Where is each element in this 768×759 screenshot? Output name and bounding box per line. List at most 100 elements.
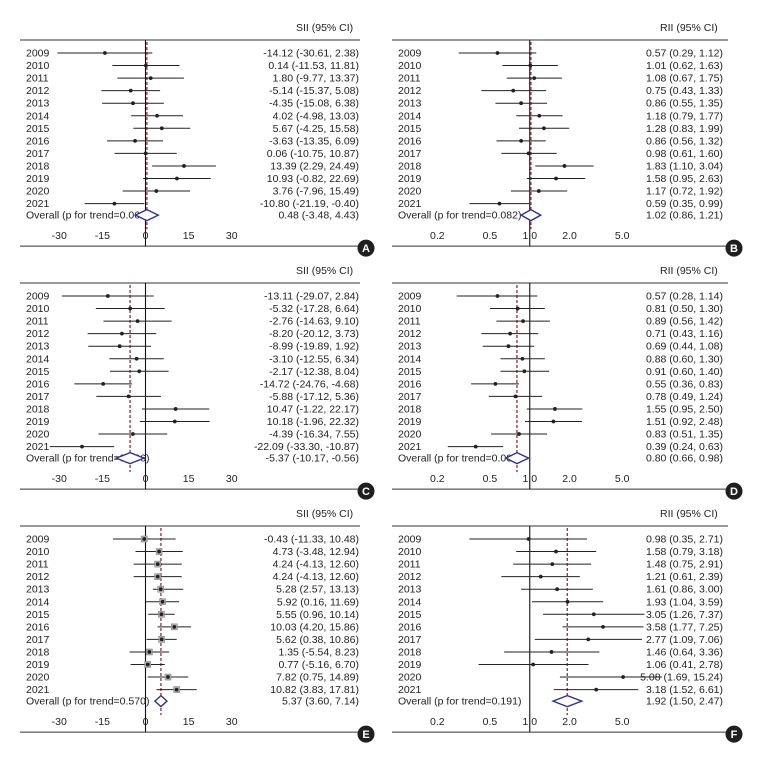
point-estimate	[128, 88, 133, 93]
row-estimate-label: 1.61 (0.86, 3.00)	[646, 584, 723, 596]
x-tick-label: 0.5	[483, 716, 498, 728]
point-estimate	[542, 126, 546, 131]
panel-f: RII (95% CI) 2009 0.98 (0.35, 2.71) 2010 1.5…	[392, 508, 743, 743]
row-year-label: 2020	[398, 672, 422, 684]
overall-label: Overall (p for trend=0.570)	[26, 696, 149, 708]
x-tick-label: 0	[143, 716, 149, 728]
point-estimate	[126, 394, 131, 399]
x-tick-label: 30	[226, 230, 238, 242]
row-estimate-label: 5.08 (1.69, 15.24)	[640, 672, 723, 684]
row-year-label: 2011	[398, 73, 421, 85]
row-estimate-label: 5.67 (-4.25, 15.58)	[273, 123, 359, 135]
row-year-label: 2009	[26, 48, 50, 60]
x-tick-label: 2.0	[562, 716, 577, 728]
point-estimate	[550, 562, 555, 566]
row-estimate-label: -2.76 (-14.63, 9.10)	[269, 316, 359, 328]
row-estimate-label: 10.03 (4.20, 15.86)	[270, 621, 359, 633]
point-estimate	[521, 319, 525, 323]
row-year-label: 2012	[26, 85, 50, 97]
row-year-label: 2009	[398, 291, 422, 303]
point-estimate	[519, 138, 524, 143]
point-estimate	[103, 51, 107, 55]
row-estimate-label: 1.28 (0.83, 1.99)	[646, 123, 723, 135]
point-estimate	[513, 394, 518, 399]
row-year-label: 2010	[398, 303, 422, 315]
row-estimate-label: 1.83 (1.10, 3.04)	[646, 160, 723, 172]
row-year-label: 2021	[398, 198, 422, 210]
x-tick-label: 0.2	[430, 473, 445, 485]
point-estimate	[128, 306, 133, 311]
point-estimate	[601, 624, 605, 629]
row-estimate-label: 1.58 (0.95, 2.63)	[646, 173, 723, 185]
point-estimate	[154, 189, 159, 193]
row-estimate-label: 5.62 (0.38, 10.86)	[276, 634, 359, 646]
row-estimate-label: 3.18 (1.52, 6.61)	[646, 684, 723, 696]
point-estimate	[520, 356, 525, 361]
point-estimate	[159, 612, 164, 617]
row-year-label: 2017	[398, 634, 422, 646]
row-year-label: 2015	[26, 123, 50, 135]
point-estimate	[495, 51, 500, 55]
panel-badge-letter: F	[731, 729, 738, 741]
row-year-label: 2014	[26, 596, 50, 608]
row-year-label: 2017	[398, 391, 422, 403]
x-tick-label: 0	[143, 473, 149, 485]
point-estimate	[80, 444, 84, 449]
x-tick-label: -15	[95, 473, 110, 485]
row-year-label: 2018	[398, 646, 422, 658]
point-estimate	[112, 201, 117, 206]
point-estimate	[158, 587, 163, 592]
point-estimate	[497, 201, 502, 206]
row-year-label: 2014	[398, 596, 422, 608]
row-estimate-label: 3.76 (-7.96, 15.49)	[273, 186, 359, 198]
row-year-label: 2012	[26, 328, 50, 340]
overall-estimate-label: 1.92 (1.50, 2.47)	[646, 696, 723, 708]
row-estimate-label: 0.81 (0.50, 1.30)	[646, 303, 723, 315]
row-year-label: 2018	[398, 160, 422, 172]
row-estimate-label: 10.93 (-0.82, 22.69)	[267, 173, 359, 185]
point-estimate	[135, 319, 140, 323]
x-tick-label: 5.0	[615, 230, 630, 242]
point-estimate	[134, 356, 139, 361]
row-year-label: 2010	[398, 60, 422, 72]
point-estimate	[101, 381, 106, 386]
row-estimate-label: -13.11 (-29.07, 2.84)	[264, 291, 359, 303]
point-estimate	[137, 369, 142, 374]
panel-a: SII (95% CI) 2009 -14.12 (-30.61, 2.38) 201…	[20, 22, 375, 257]
row-year-label: 2012	[398, 328, 422, 340]
row-estimate-label: 0.83 (0.51, 1.35)	[646, 429, 723, 441]
row-year-label: 2016	[26, 621, 50, 633]
row-estimate-label: -4.39 (-16.34, 7.55)	[269, 429, 359, 441]
row-year-label: 2021	[398, 441, 422, 453]
overall-label: Overall (p for trend=0.060)	[26, 210, 149, 222]
row-estimate-label: 1.35 (-5.54, 8.23)	[278, 646, 359, 658]
row-estimate-label: -22.09 (-33.30, -10.87)	[254, 441, 359, 453]
row-year-label: 2016	[398, 135, 422, 147]
row-estimate-label: -3.63 (-13.35, 6.09)	[269, 135, 359, 147]
panel-e: SII (95% CI) 2009 -0.43 (-11.33, 10.48) 201…	[20, 508, 375, 743]
point-estimate	[155, 113, 159, 118]
point-estimate	[562, 164, 567, 168]
x-tick-label: -15	[95, 716, 110, 728]
row-year-label: 2020	[26, 429, 50, 441]
row-year-label: 2014	[26, 110, 50, 122]
point-estimate	[506, 344, 511, 349]
row-year-label: 2013	[398, 341, 422, 353]
point-estimate	[174, 687, 179, 692]
row-estimate-label: 4.73 (-3.48, 12.94)	[273, 546, 359, 558]
row-year-label: 2011	[398, 559, 421, 571]
panel-badge	[725, 482, 743, 500]
row-estimate-label: 4.02 (-4.98, 13.03)	[273, 110, 359, 122]
row-year-label: 2012	[398, 571, 422, 583]
panel-badge-letter: C	[362, 486, 370, 498]
point-estimate	[172, 419, 177, 424]
row-estimate-label: -3.10 (-12.55, 6.34)	[269, 353, 359, 365]
point-estimate	[157, 549, 161, 554]
overall-estimate-label: 0.80 (0.66, 0.98)	[646, 453, 723, 465]
point-estimate	[532, 76, 537, 80]
row-year-label: 2018	[26, 403, 50, 415]
row-estimate-label: 1.18 (0.79, 1.77)	[646, 110, 723, 122]
row-estimate-label: 2.77 (1.09, 7.06)	[646, 634, 723, 646]
row-year-label: 2021	[398, 684, 422, 696]
row-year-label: 2015	[26, 609, 50, 621]
